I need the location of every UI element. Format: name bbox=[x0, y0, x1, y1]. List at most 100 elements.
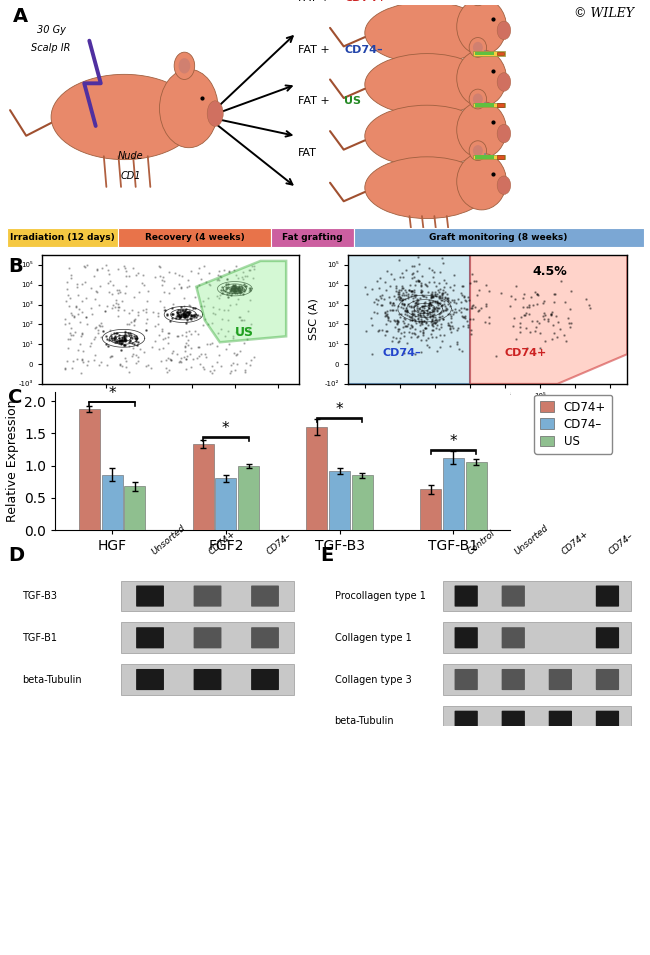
Point bbox=[428, 302, 439, 317]
Point bbox=[456, 294, 467, 309]
Point bbox=[428, 289, 439, 305]
Point bbox=[192, 340, 203, 355]
Point bbox=[521, 305, 531, 320]
Point bbox=[381, 308, 391, 323]
Point bbox=[484, 316, 495, 331]
Point bbox=[109, 330, 119, 346]
Text: B: B bbox=[8, 257, 23, 276]
Point bbox=[106, 330, 116, 346]
Point bbox=[142, 293, 152, 308]
Point bbox=[438, 303, 448, 318]
Point bbox=[107, 349, 117, 364]
Point bbox=[98, 323, 109, 338]
Point bbox=[121, 278, 131, 293]
Point bbox=[182, 332, 192, 348]
Point bbox=[112, 262, 123, 277]
Text: CD74–: CD74– bbox=[383, 349, 421, 358]
Point bbox=[154, 341, 164, 356]
Point bbox=[371, 291, 382, 307]
Ellipse shape bbox=[365, 2, 489, 64]
Point bbox=[70, 324, 80, 339]
Point bbox=[148, 304, 159, 319]
Point bbox=[422, 306, 433, 321]
Point bbox=[518, 299, 528, 314]
Point bbox=[429, 264, 439, 279]
Point bbox=[80, 274, 90, 289]
Point bbox=[133, 353, 144, 369]
Point bbox=[526, 313, 537, 329]
Point bbox=[229, 283, 240, 298]
Text: FAT +: FAT + bbox=[298, 96, 333, 106]
Point bbox=[404, 282, 414, 297]
FancyBboxPatch shape bbox=[271, 228, 354, 247]
Point bbox=[60, 316, 71, 331]
Point bbox=[124, 334, 134, 350]
Point bbox=[124, 338, 134, 353]
Point bbox=[114, 327, 124, 342]
Point bbox=[400, 302, 411, 317]
Point bbox=[235, 343, 245, 358]
Point bbox=[367, 346, 377, 361]
Point bbox=[405, 320, 415, 335]
Point bbox=[413, 308, 423, 323]
Point bbox=[114, 333, 125, 349]
Point bbox=[554, 321, 565, 336]
Point bbox=[239, 284, 249, 299]
Point bbox=[445, 280, 455, 295]
Point bbox=[180, 308, 190, 323]
Point bbox=[112, 282, 122, 297]
Text: TGF-B3: TGF-B3 bbox=[22, 591, 57, 601]
Point bbox=[97, 318, 107, 333]
Point bbox=[418, 328, 428, 343]
Point bbox=[420, 294, 430, 309]
Point bbox=[108, 297, 118, 312]
Point bbox=[532, 286, 542, 302]
Point bbox=[416, 314, 426, 329]
Point bbox=[131, 355, 141, 371]
Point bbox=[422, 307, 433, 322]
Point bbox=[466, 322, 476, 337]
Point bbox=[116, 332, 127, 348]
Point bbox=[522, 299, 532, 314]
Point bbox=[398, 291, 408, 307]
Point bbox=[102, 299, 112, 314]
Point bbox=[467, 300, 478, 315]
Point bbox=[436, 316, 447, 331]
Point bbox=[435, 282, 445, 297]
Point bbox=[393, 298, 403, 313]
Point bbox=[534, 315, 544, 330]
Point bbox=[100, 303, 110, 318]
Point bbox=[458, 278, 469, 293]
Point bbox=[92, 326, 103, 341]
Point bbox=[407, 266, 417, 282]
Text: Nude: Nude bbox=[118, 151, 144, 160]
Point bbox=[139, 278, 150, 293]
Point bbox=[397, 278, 408, 293]
Point bbox=[424, 340, 434, 355]
Point bbox=[427, 314, 437, 329]
Point bbox=[238, 271, 248, 286]
Point bbox=[71, 298, 81, 313]
Point bbox=[413, 314, 424, 329]
Point bbox=[83, 353, 94, 369]
Point bbox=[183, 272, 193, 287]
Point bbox=[405, 312, 415, 328]
Point bbox=[65, 326, 75, 341]
Point bbox=[208, 300, 218, 315]
Point bbox=[114, 300, 125, 315]
Point bbox=[101, 357, 112, 372]
Point bbox=[147, 339, 157, 354]
Point bbox=[179, 307, 189, 322]
Point bbox=[167, 307, 177, 322]
Point bbox=[226, 357, 236, 372]
Point bbox=[120, 327, 131, 342]
Point bbox=[386, 333, 396, 349]
Point bbox=[75, 336, 85, 351]
Point bbox=[233, 283, 244, 298]
Point bbox=[199, 299, 209, 314]
Point bbox=[383, 312, 393, 328]
Point bbox=[150, 318, 160, 333]
Point bbox=[413, 303, 423, 318]
Point bbox=[231, 296, 242, 311]
Point bbox=[177, 303, 187, 318]
